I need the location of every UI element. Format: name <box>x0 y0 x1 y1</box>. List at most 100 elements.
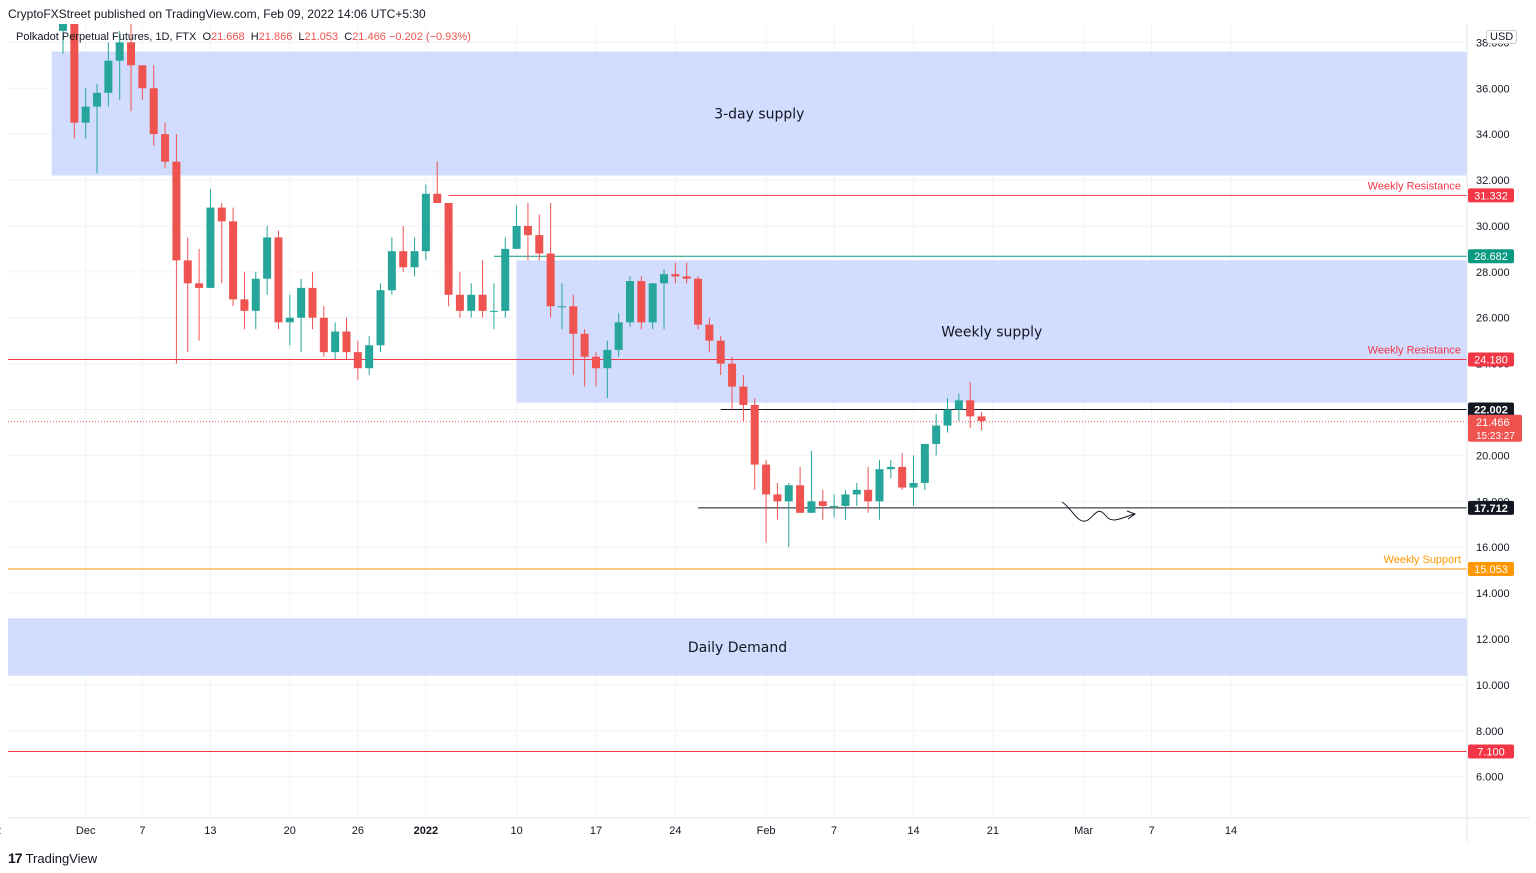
candle-body <box>172 161 181 261</box>
candle-body <box>660 274 669 284</box>
time-tick-label: 7 <box>831 825 837 837</box>
candle-body <box>626 281 634 323</box>
candle-body <box>932 425 941 444</box>
candle-body <box>954 400 963 410</box>
candle-body <box>319 317 328 353</box>
time-tick-label: 14 <box>907 825 919 837</box>
candle-body <box>263 237 272 279</box>
candle-body <box>750 404 759 465</box>
candle-body <box>195 283 204 288</box>
price-tag-bg <box>1468 249 1514 264</box>
time-tick-label: 7 <box>1149 825 1155 837</box>
price-tick-label: 14.000 <box>1476 588 1510 600</box>
candle-body <box>852 489 861 495</box>
ohlc-low-label: L <box>298 31 305 43</box>
price-tick-label: 8.000 <box>1476 726 1504 738</box>
candle-body <box>342 331 351 353</box>
candle-body <box>909 482 918 488</box>
candle-body <box>614 322 623 350</box>
price-tag-bg <box>1468 188 1514 203</box>
candle-body <box>705 324 714 341</box>
price-tag-value: 22.002 <box>1474 404 1508 416</box>
symbol-legend: Polkadot Perpetual Futures, 1D, FTX O21.… <box>16 31 471 43</box>
price-tick-label: 12.000 <box>1476 634 1510 646</box>
candle-body <box>93 92 102 107</box>
price-tag-value: 24.180 <box>1474 354 1508 366</box>
candle-body <box>977 416 986 421</box>
candle-body <box>81 106 90 123</box>
candle-body <box>251 278 260 311</box>
price-tick-label: 28.000 <box>1476 267 1510 279</box>
candle-body <box>773 494 782 502</box>
candle-body <box>104 60 113 93</box>
zone-label: Weekly supply <box>941 325 1042 341</box>
projection-arrow <box>1061 501 1135 522</box>
currency-button[interactable]: USD <box>1486 30 1518 44</box>
price-tick-label: 10.000 <box>1476 680 1510 692</box>
candle-body <box>467 294 476 311</box>
candle-body <box>535 235 544 254</box>
price-tag-value: 15.053 <box>1474 564 1508 576</box>
projection-arrow-head <box>1126 510 1137 520</box>
price-tick-label: 36.000 <box>1476 83 1510 95</box>
time-tick-label: 7 <box>139 825 145 837</box>
zone-rect <box>516 260 1467 403</box>
candle-body <box>206 207 215 288</box>
candle-body <box>682 276 691 279</box>
price-tag-bg <box>1468 500 1514 515</box>
price-tick-label: 16.000 <box>1476 542 1510 554</box>
time-tick-label: Mar <box>1074 825 1093 837</box>
candle-body <box>59 24 67 31</box>
candle-body <box>331 331 340 353</box>
candle-body <box>455 294 464 311</box>
price-tag-bg <box>1468 352 1514 367</box>
candle-body <box>512 225 521 249</box>
price-tick-label: 30.000 <box>1476 221 1510 233</box>
level-label: Weekly Support <box>1384 554 1461 566</box>
candle-body <box>285 317 294 323</box>
ohlc-high-label: H <box>250 31 259 43</box>
candle-body <box>591 356 600 369</box>
ohlc-low: 21.053 <box>304 31 339 43</box>
candle-body <box>864 489 873 502</box>
candle-body <box>671 274 680 277</box>
zone-label: Daily Demand <box>688 640 787 656</box>
time-tick-label: 2022 <box>414 825 438 837</box>
tradingview-logo[interactable]: 17 TradingView <box>8 850 97 866</box>
time-tick-label: 14 <box>1225 825 1237 837</box>
candle-body <box>421 193 430 252</box>
symbol-title: Polkadot Perpetual Futures, 1D, FTX <box>16 31 197 43</box>
zone-rect <box>8 618 1467 676</box>
last-price-value: 21.466 <box>1476 417 1510 429</box>
candle-body <box>127 42 136 66</box>
candle-body <box>898 466 907 488</box>
candle-body <box>353 352 362 369</box>
price-tag-value: 17.712 <box>1474 503 1508 515</box>
candle-body <box>217 207 226 222</box>
candle-body <box>161 134 170 162</box>
ohlc-close-label: C <box>344 31 353 43</box>
time-tick-label: 13 <box>204 825 216 837</box>
candle-body <box>637 281 646 323</box>
candle-body <box>478 294 487 311</box>
time-tick-label: Feb <box>757 825 776 837</box>
candle-body <box>115 42 124 61</box>
candle-body <box>943 409 952 426</box>
candle-body <box>569 306 578 334</box>
zone-rect <box>51 51 1467 176</box>
candle-body <box>557 306 566 308</box>
price-tick-label: 6.000 <box>1476 772 1504 784</box>
candle-body <box>444 202 453 295</box>
candle-body <box>716 340 725 364</box>
candle-body <box>308 287 317 318</box>
candle-body <box>796 485 805 513</box>
candle-body <box>807 501 816 513</box>
candle-body <box>830 505 839 507</box>
time-tick-label: 24 <box>669 825 681 837</box>
candle-body <box>920 443 929 483</box>
candle-body <box>274 237 283 323</box>
price-tick-label: 20.000 <box>1476 450 1510 462</box>
candle-body <box>546 253 555 307</box>
time-tick-label: 10 <box>510 825 522 837</box>
